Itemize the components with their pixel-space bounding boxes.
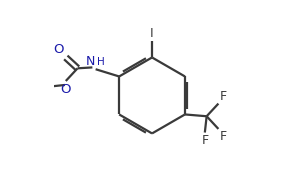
- Text: F: F: [219, 130, 227, 143]
- Text: F: F: [201, 134, 208, 147]
- Text: O: O: [61, 83, 71, 96]
- Text: H: H: [97, 57, 105, 67]
- Text: I: I: [150, 27, 154, 40]
- Text: F: F: [219, 90, 227, 103]
- Text: N: N: [85, 55, 95, 68]
- Text: O: O: [53, 43, 64, 56]
